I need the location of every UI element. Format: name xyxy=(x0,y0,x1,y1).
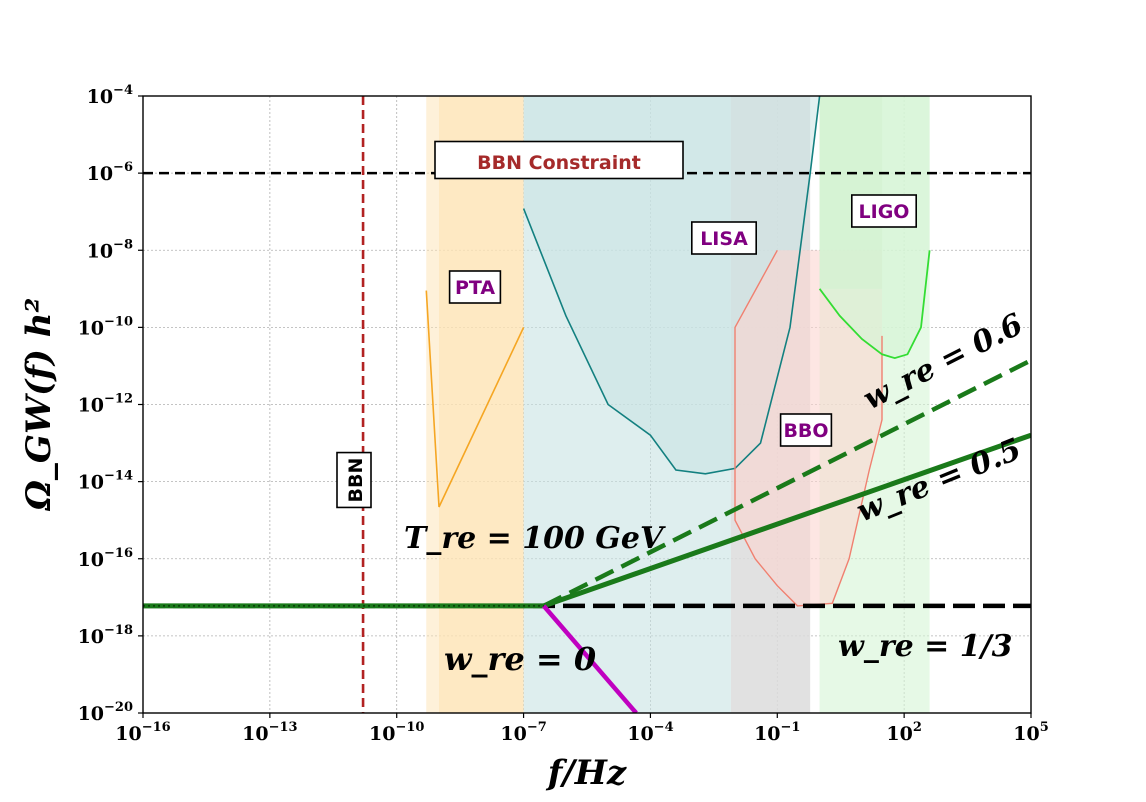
bbo-curve xyxy=(734,249,883,607)
x-axis-title: f/Hz xyxy=(546,753,627,793)
annotation-tre: T_re = 100 GeV xyxy=(404,521,666,556)
lisa-curve xyxy=(522,96,821,475)
detector-label-lisa-text: LISA xyxy=(700,228,748,250)
axis-ticks: 10−16 10−13 10−10 10−7 10−4 10−1 102 105 10−4 10−… xyxy=(78,83,1049,745)
detector-label-pta: PTA xyxy=(448,270,502,304)
bbn-frequency-label-text: BBN xyxy=(345,458,367,503)
x-tick-label: 10−13 xyxy=(242,720,297,745)
x-tick-label: 10−4 xyxy=(627,720,673,745)
detector-label-ligo-box xyxy=(850,194,917,228)
bbn-constraint-label-box xyxy=(434,140,684,180)
x-tick-label: 10−1 xyxy=(754,720,800,745)
ligo-curve xyxy=(818,250,931,360)
x-tick-label: 105 xyxy=(1013,720,1049,745)
y-tick-label: 10−10 xyxy=(78,314,133,339)
annotation-w13: w_re = 1/3 xyxy=(838,629,1012,664)
detector-regions xyxy=(426,96,930,713)
bbn-frequency-label-box xyxy=(336,451,372,509)
bbn-constraint-label-text: BBN Constraint xyxy=(477,152,641,174)
series-w-re-0 xyxy=(541,604,638,713)
detector-label-ligo: LIGO xyxy=(850,194,917,228)
x-tick-label: 10−7 xyxy=(500,720,546,745)
y-tick-label: 10−16 xyxy=(78,546,133,571)
y-tick-label: 10−8 xyxy=(87,237,133,262)
pta-curve xyxy=(425,290,525,508)
x-tick-label: 10−10 xyxy=(369,720,424,745)
y-tick-label: 10−14 xyxy=(78,469,133,494)
detector-label-bbo: BBO xyxy=(779,413,833,447)
detector-label-lisa-box xyxy=(690,221,757,255)
series-w-re-0-6 xyxy=(542,358,1031,608)
y-tick-label: 10−20 xyxy=(78,700,133,725)
y-axis-title: Ω_GW(f) h² xyxy=(19,298,59,512)
pta-band-wide xyxy=(426,96,524,713)
y-tick-label: 10−4 xyxy=(87,83,133,108)
detector-label-bbo-box xyxy=(779,413,833,447)
bbn-constraint-label: BBN Constraint xyxy=(434,140,684,180)
y-tick-label: 10−12 xyxy=(78,392,133,417)
detector-label-pta-text: PTA xyxy=(455,277,495,299)
bbn-frequency-label: BBN xyxy=(336,451,372,509)
y-tick-label: 10−18 xyxy=(78,623,133,648)
x-tick-label: 102 xyxy=(886,720,922,745)
detector-label-ligo-text: LIGO xyxy=(859,201,910,223)
detector-label-pta-box xyxy=(448,270,502,304)
y-tick-label: 10−6 xyxy=(87,160,133,185)
annotation-w0: w_re = 0 xyxy=(444,640,596,678)
spectrum-lines xyxy=(143,96,1031,713)
detector-label-bbo-text: BBO xyxy=(783,420,828,442)
detector-label-lisa: LISA xyxy=(690,221,757,255)
x-tick-label: 10−16 xyxy=(115,720,170,745)
